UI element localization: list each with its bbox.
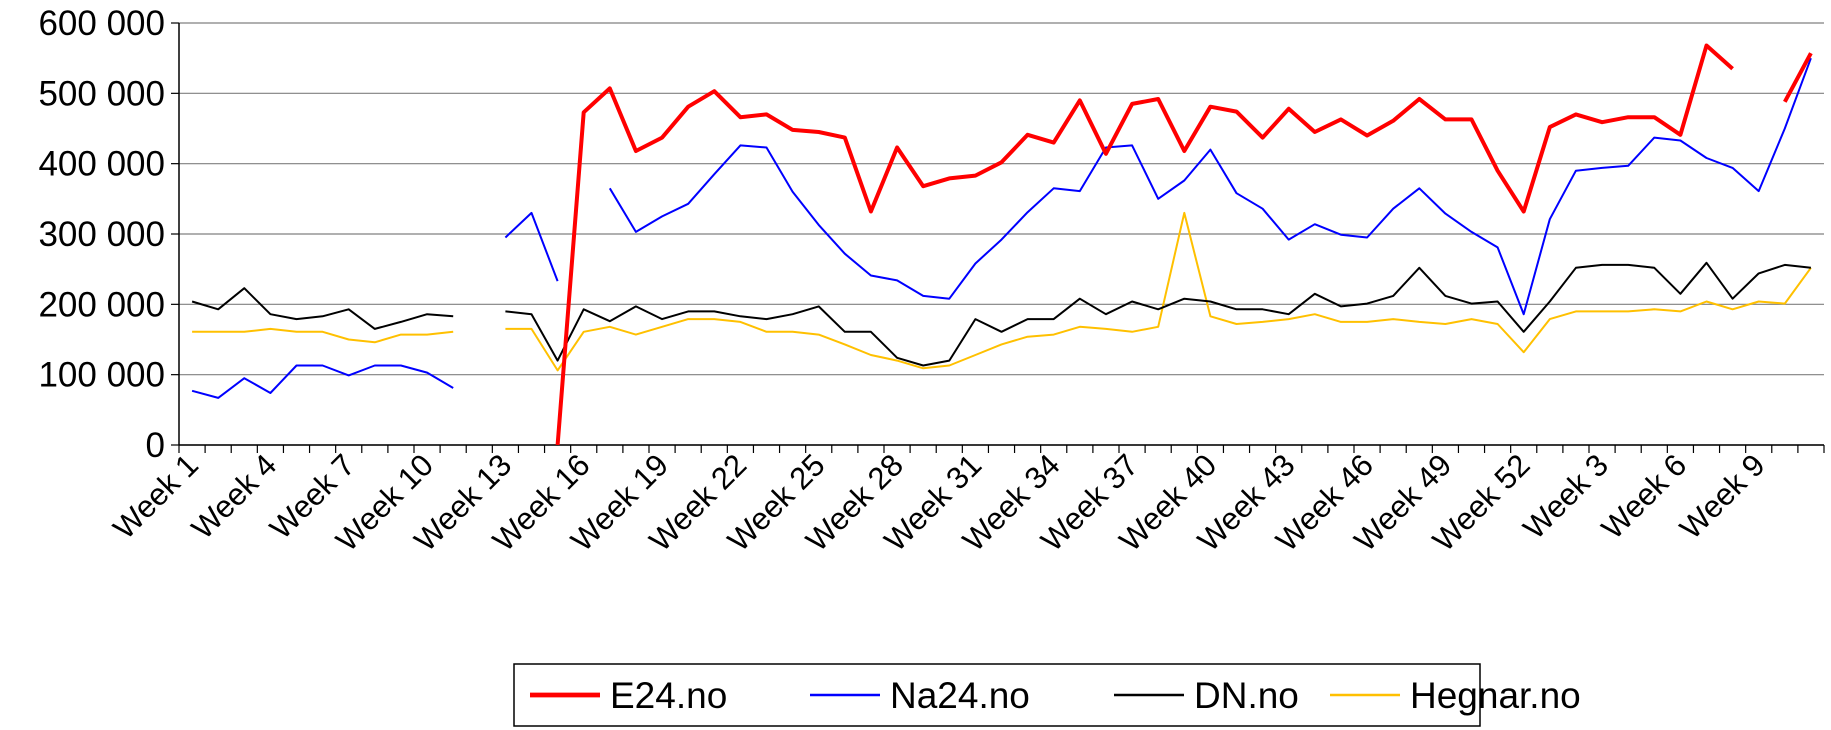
y-tick-label: 600 000 <box>38 4 165 43</box>
y-tick-label: 200 000 <box>38 285 165 324</box>
series-line <box>191 261 1812 367</box>
x-tick-label: Week 9 <box>1673 447 1772 546</box>
series-line <box>191 57 1812 399</box>
legend-label: DN.no <box>1194 675 1299 716</box>
legend-box <box>513 663 1481 727</box>
y-tick-label: 0 <box>146 426 165 465</box>
legend-label: Na24.no <box>890 675 1030 716</box>
x-tick-label: Week 3 <box>1516 447 1615 546</box>
legend-label: E24.no <box>610 675 727 716</box>
y-tick-label: 300 000 <box>38 215 165 254</box>
x-tick-label: Week 6 <box>1595 447 1694 546</box>
legend-label: Hegnar.no <box>1410 675 1581 716</box>
x-tick-label: Week 4 <box>185 447 284 546</box>
series-line <box>192 211 1812 372</box>
y-tick-label: 400 000 <box>38 145 165 184</box>
series-line <box>555 43 1813 446</box>
y-tick-label: 100 000 <box>38 356 165 395</box>
y-tick-label: 500 000 <box>38 74 165 113</box>
